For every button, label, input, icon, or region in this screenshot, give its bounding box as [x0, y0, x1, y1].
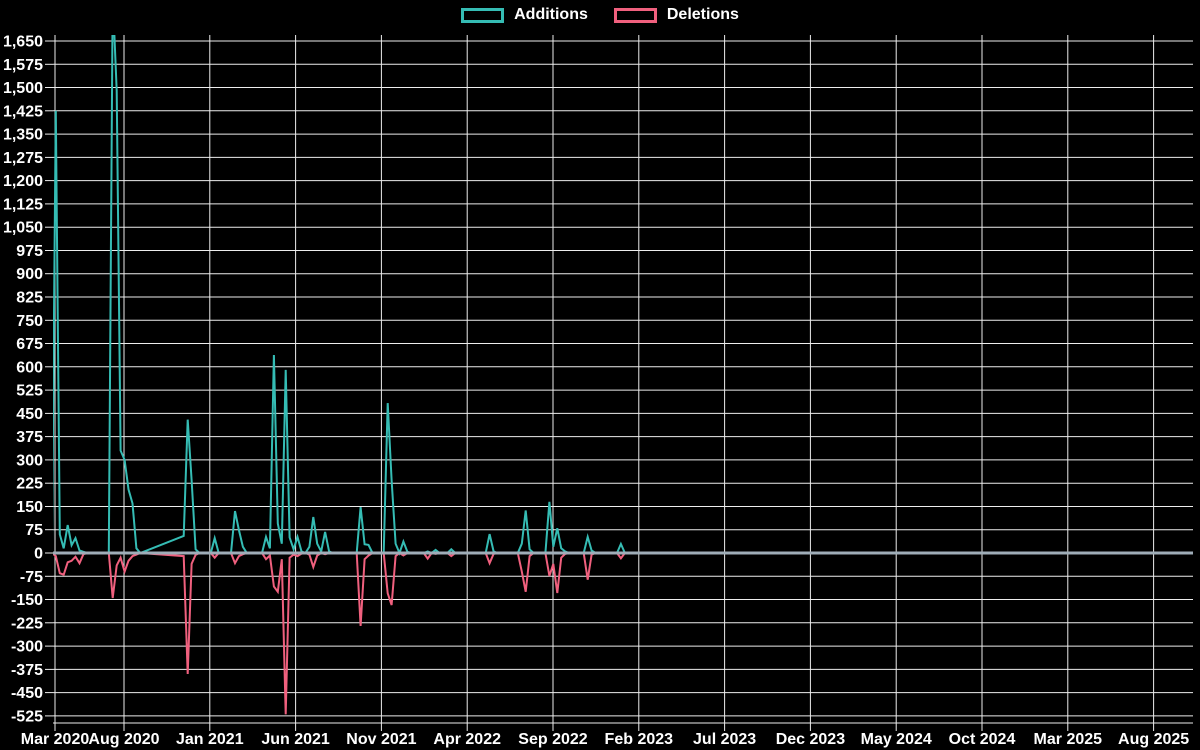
y-tick-label: 375	[16, 429, 43, 446]
y-tick-label: 1,575	[3, 57, 43, 74]
y-tick-label: 225	[16, 476, 43, 493]
x-tick-label: Jan 2021	[176, 731, 244, 748]
y-tick-label: 75	[25, 522, 43, 539]
y-tick-label: 525	[16, 383, 43, 400]
y-tick-label: -150	[11, 592, 43, 609]
deletions-swatch-icon	[613, 7, 657, 23]
y-tick-label: 750	[16, 313, 43, 330]
x-tick-label: Feb 2023	[605, 731, 674, 748]
x-tick-label: Aug 2020	[88, 731, 159, 748]
y-tick-label: 600	[16, 359, 43, 376]
y-tick-label: -525	[11, 708, 43, 725]
x-tick-label: May 2024	[861, 731, 932, 748]
y-tick-label: 675	[16, 336, 43, 353]
additions-line	[53, 35, 626, 556]
y-tick-label: 1,125	[3, 196, 43, 213]
x-tick-label: Sep 2022	[518, 731, 587, 748]
y-tick-label: 300	[16, 452, 43, 469]
x-tick-label: Apr 2022	[433, 731, 501, 748]
y-tick-label: 1,650	[3, 34, 43, 51]
chart-legend: Additions Deletions	[0, 7, 1200, 23]
y-tick-label: 0	[34, 546, 43, 563]
legend-item-deletions[interactable]: Deletions	[613, 6, 739, 23]
y-tick-label: 975	[16, 243, 43, 260]
y-tick-label: 900	[16, 266, 43, 283]
y-tick-label: 1,350	[3, 127, 43, 144]
y-tick-label: -75	[20, 569, 43, 586]
legend-label-additions: Additions	[514, 6, 588, 23]
y-tick-label: -225	[11, 615, 43, 632]
x-tick-label: Jul 2023	[693, 731, 756, 748]
y-tick-label: 1,500	[3, 80, 43, 97]
x-tick-label: Mar 2020	[21, 731, 90, 748]
y-tick-label: 1,275	[3, 150, 43, 167]
y-tick-label: 150	[16, 499, 43, 516]
x-tick-label: Aug 2025	[1118, 731, 1189, 748]
x-tick-label: Mar 2025	[1034, 731, 1103, 748]
x-tick-label: Dec 2023	[776, 731, 845, 748]
y-tick-label: 1,050	[3, 220, 43, 237]
y-tick-label: -375	[11, 662, 43, 679]
y-tick-label: 1,200	[3, 173, 43, 190]
x-tick-label: Jun 2021	[261, 731, 330, 748]
y-tick-label: 450	[16, 406, 43, 423]
legend-label-deletions: Deletions	[666, 6, 739, 23]
y-tick-label: -450	[11, 685, 43, 702]
x-tick-label: Nov 2021	[346, 731, 416, 748]
y-tick-label: -300	[11, 639, 43, 656]
legend-item-additions[interactable]: Additions	[461, 7, 588, 23]
x-tick-label: Oct 2024	[949, 731, 1016, 748]
deletions-line	[53, 551, 626, 715]
y-tick-label: 825	[16, 290, 43, 307]
additions-swatch-icon	[461, 7, 505, 23]
y-tick-label: 1,425	[3, 103, 43, 120]
